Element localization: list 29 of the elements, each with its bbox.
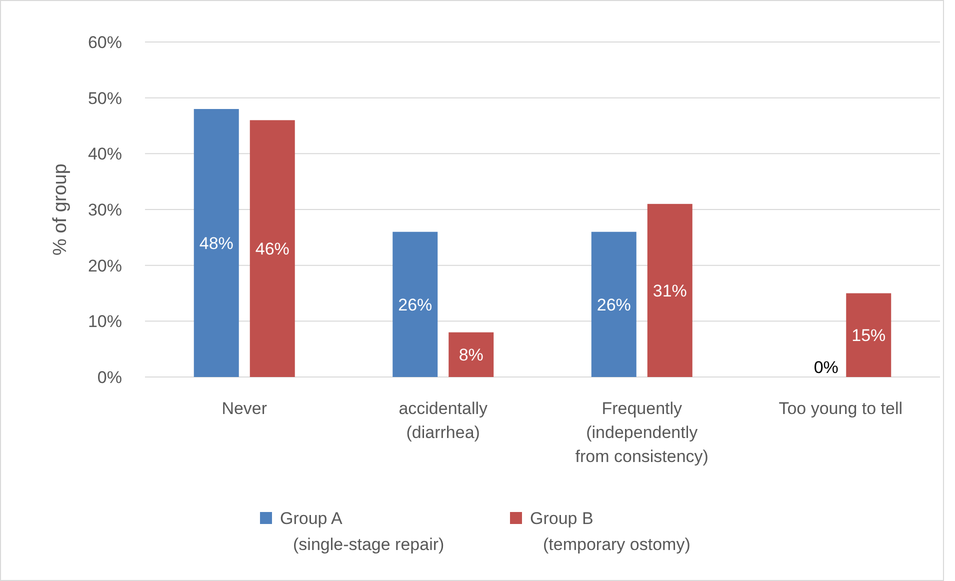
data-label: 26% xyxy=(596,295,631,314)
y-tick-label: 0% xyxy=(97,368,122,387)
data-label: 26% xyxy=(398,295,432,314)
bar xyxy=(194,109,239,377)
bar xyxy=(250,120,295,377)
x-tick-label: Frequently (independently from consistency) xyxy=(575,399,708,466)
y-tick-label: 50% xyxy=(88,88,122,108)
bar xyxy=(591,232,636,377)
legend-label: Group B (temporary ostomy) xyxy=(530,509,690,554)
data-label: 8% xyxy=(458,346,484,365)
data-label: 15% xyxy=(852,326,886,346)
data-label: 31% xyxy=(652,281,687,300)
y-tick-label: 30% xyxy=(88,200,122,220)
data-label: 0% xyxy=(814,358,838,377)
bar xyxy=(846,293,892,377)
bar xyxy=(392,232,438,377)
x-tick-label: Too young to tell xyxy=(778,399,903,418)
bar xyxy=(647,204,692,377)
y-tick-label: 20% xyxy=(88,256,122,276)
x-tick-label: Never xyxy=(222,399,268,418)
y-tick-label: 40% xyxy=(88,144,122,164)
y-tick-label: 60% xyxy=(88,33,122,52)
y-tick-label: 10% xyxy=(88,312,122,332)
x-tick-label: accidentally (diarrhea) xyxy=(398,399,488,442)
y-axis-title: % of group xyxy=(50,164,71,256)
legend-label: Group A (single-stage repair) xyxy=(280,509,444,554)
data-label: 48% xyxy=(199,234,234,253)
data-label: 46% xyxy=(255,240,290,259)
bar xyxy=(448,332,494,377)
